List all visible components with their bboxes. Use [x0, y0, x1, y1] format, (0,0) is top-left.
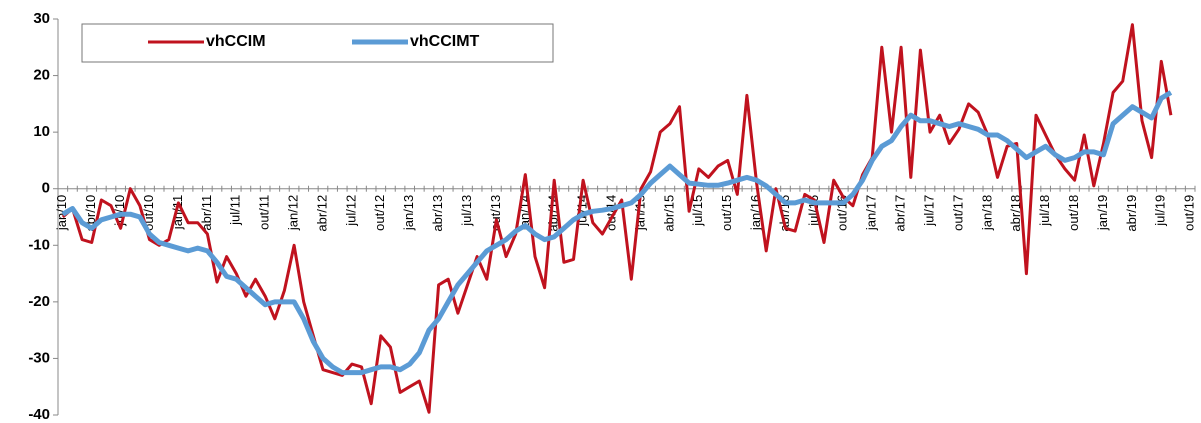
y-tick-label: 10: [33, 123, 50, 140]
x-tick-label: jul/19: [1153, 195, 1168, 227]
legend-label: vhCCIM: [206, 33, 266, 50]
x-tick-label: jan/13: [401, 195, 416, 231]
y-tick-label: 0: [42, 180, 50, 197]
y-tick-label: -10: [28, 236, 50, 253]
x-tick-label: out/17: [950, 195, 965, 231]
y-tick-label: -30: [28, 349, 50, 366]
series-line: [61, 90, 1173, 376]
x-tick-label: abr/10: [83, 195, 98, 232]
x-tick-label: out/15: [719, 195, 734, 231]
x-tick-label: jul/15: [690, 195, 705, 227]
x-tick-label: out/12: [372, 195, 387, 231]
legend-label: vhCCIMT: [410, 33, 480, 50]
x-tick-label: abr/12: [314, 195, 329, 232]
x-tick-label: jan/10: [54, 195, 69, 231]
x-tick-label: jul/13: [459, 195, 474, 227]
x-tick-label: out/19: [1182, 195, 1197, 231]
y-tick-label: 30: [33, 10, 50, 27]
x-tick-label: jan/12: [286, 195, 301, 231]
x-tick-label: abr/17: [893, 195, 908, 232]
x-tick-label: jul/18: [1037, 195, 1052, 227]
x-tick-label: abr/18: [1008, 195, 1023, 232]
x-tick-label: out/14: [603, 195, 618, 231]
x-tick-label: abr/13: [430, 195, 445, 232]
legend: vhCCIM vhCCIMT: [81, 23, 554, 63]
y-tick-label: -40: [28, 406, 50, 423]
x-tick-label: abr/19: [1124, 195, 1139, 232]
x-tick-label: out/18: [1066, 195, 1081, 231]
x-tick-label: jan/18: [979, 195, 994, 231]
x-tick-label: jul/17: [921, 195, 936, 227]
y-tick-label: 20: [33, 67, 50, 84]
x-tick-label: jan/19: [1095, 195, 1110, 231]
x-tick-label: out/13: [488, 195, 503, 231]
y-tick-label: -20: [28, 293, 50, 310]
x-tick-label: jul/11: [228, 195, 243, 226]
x-tick-label: jul/12: [343, 195, 358, 227]
x-tick-label: out/11: [257, 195, 272, 230]
x-tick-label: abr/11: [199, 195, 214, 231]
x-tick-label: abr/15: [661, 195, 676, 232]
x-tick-label: jan/17: [864, 195, 879, 231]
